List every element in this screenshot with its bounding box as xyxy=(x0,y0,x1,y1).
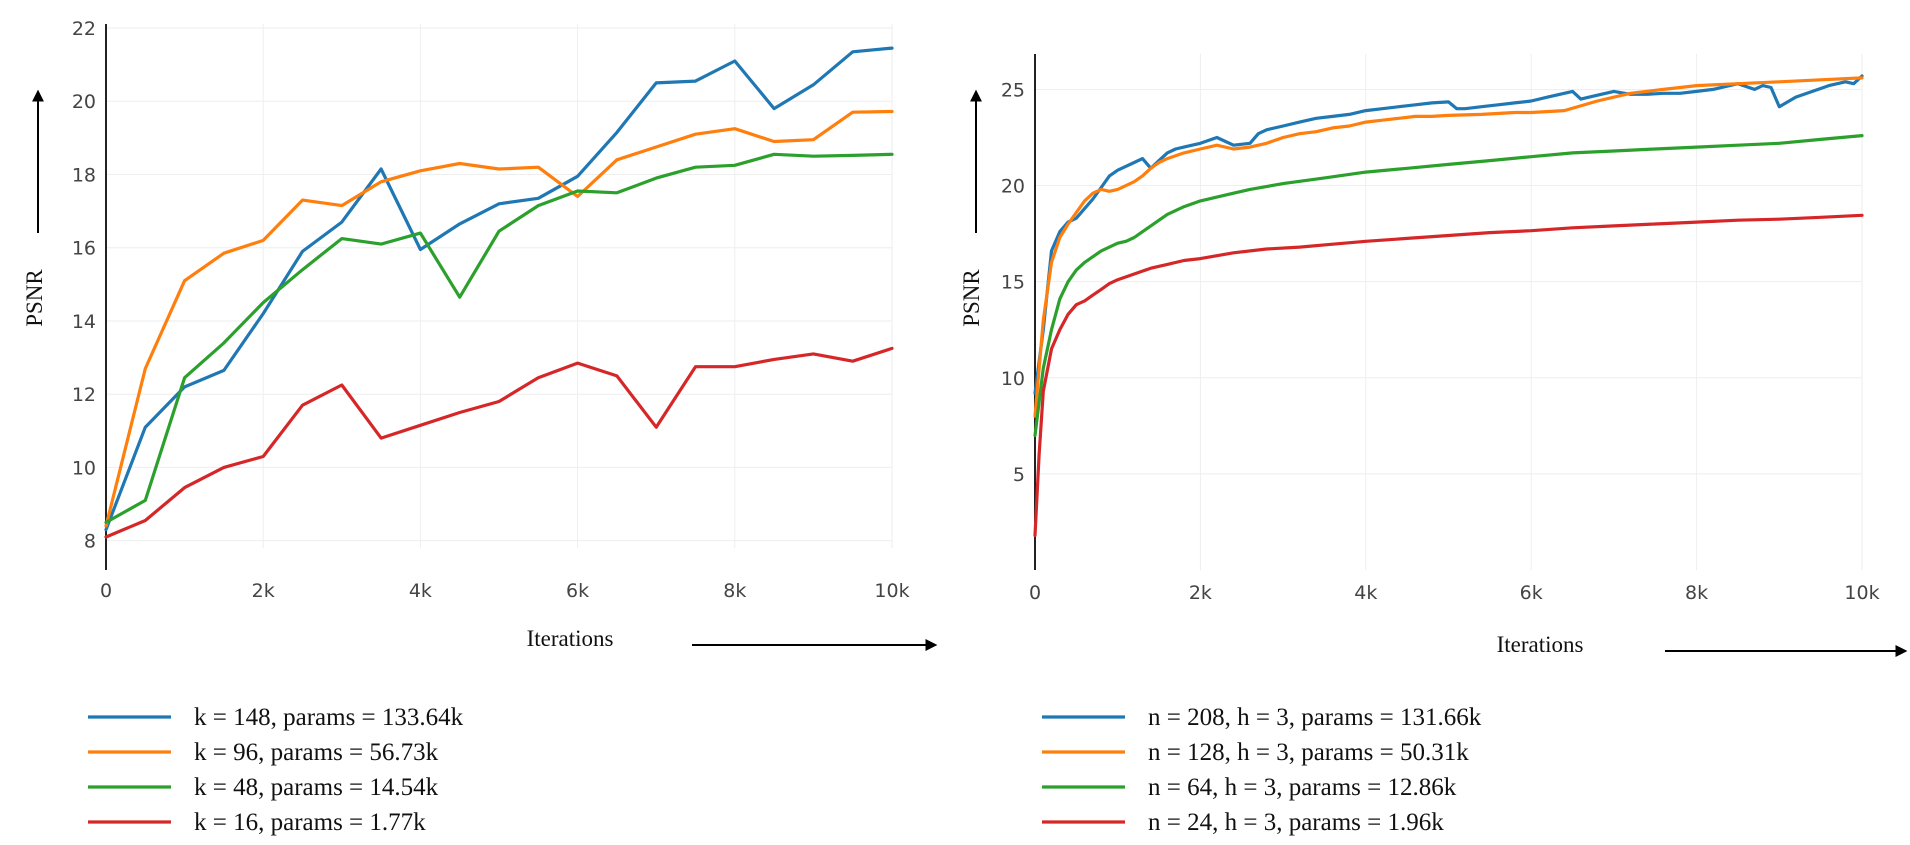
y-tick-label: 20 xyxy=(1001,176,1025,198)
x-tick-label: 0 xyxy=(1029,582,1041,604)
y-tick-label: 12 xyxy=(72,384,96,406)
y-tick-label: 18 xyxy=(72,164,96,186)
y-tick-label: 22 xyxy=(72,18,96,40)
legend: k = 148, params = 133.64k k = 96, params … xyxy=(88,704,464,836)
series-line-1 xyxy=(104,46,894,532)
y-tick-label: 8 xyxy=(84,531,96,553)
legend: n = 208, h = 3, params = 131.66k n = 128,… xyxy=(1042,704,1482,836)
y-tick-label: 10 xyxy=(1001,368,1025,390)
series-line-4 xyxy=(104,346,894,539)
legend-label: n = 208, h = 3, params = 131.66k xyxy=(1148,704,1482,731)
series-line-2 xyxy=(1033,76,1864,418)
y-tick-label: 25 xyxy=(1001,79,1025,101)
y-tick-label: 16 xyxy=(72,238,96,260)
legend-label: k = 16, params = 1.77k xyxy=(194,809,426,836)
x-tick-label: 2k xyxy=(252,580,275,602)
y-tick-label: 20 xyxy=(72,91,96,113)
series-line-3 xyxy=(104,152,894,525)
x-tick-label: 0 xyxy=(100,580,112,602)
y-tick-label: 10 xyxy=(72,457,96,479)
legend-label: k = 48, params = 14.54k xyxy=(194,774,439,801)
x-tick-label: 8k xyxy=(1685,582,1708,604)
x-tick-label: 2k xyxy=(1189,582,1212,604)
legend-label: k = 148, params = 133.64k xyxy=(194,704,464,731)
y-tick-label: 15 xyxy=(1001,272,1025,294)
series-line-3 xyxy=(1033,134,1864,437)
x-tick-label: 6k xyxy=(566,580,589,602)
x-axis-label: Iterations xyxy=(1497,632,1584,657)
chart-1: 8 10 12 14 16 18 20 22 0 2k 4k 6k 8k 10k Iterations PSN… xyxy=(22,18,938,836)
y-axis-label: PSNR xyxy=(959,269,984,327)
x-tick-label: 10k xyxy=(874,580,909,602)
legend-label: n = 64, h = 3, params = 12.86k xyxy=(1148,774,1457,801)
x-tick-label: 8k xyxy=(723,580,746,602)
y-tick-label: 5 xyxy=(1013,464,1025,486)
y-tick-label: 14 xyxy=(72,311,96,333)
legend-label: n = 24, h = 3, params = 1.96k xyxy=(1148,809,1444,836)
x-tick-label: 6k xyxy=(1520,582,1543,604)
x-tick-label: 10k xyxy=(1844,582,1879,604)
x-axis-label: Iterations xyxy=(527,626,614,651)
series-line-4 xyxy=(1033,213,1864,538)
legend-label: n = 128, h = 3, params = 50.31k xyxy=(1148,739,1469,766)
y-axis-label: PSNR xyxy=(22,269,47,327)
legend-label: k = 96, params = 56.73k xyxy=(194,739,439,766)
chart-2: 5 10 15 20 25 0 2k 4k 6k 8k 10k Iterations PSNR n = 2… xyxy=(959,54,1908,836)
x-tick-label: 4k xyxy=(409,580,432,602)
x-tick-label: 4k xyxy=(1354,582,1377,604)
series-line-2 xyxy=(104,109,894,528)
